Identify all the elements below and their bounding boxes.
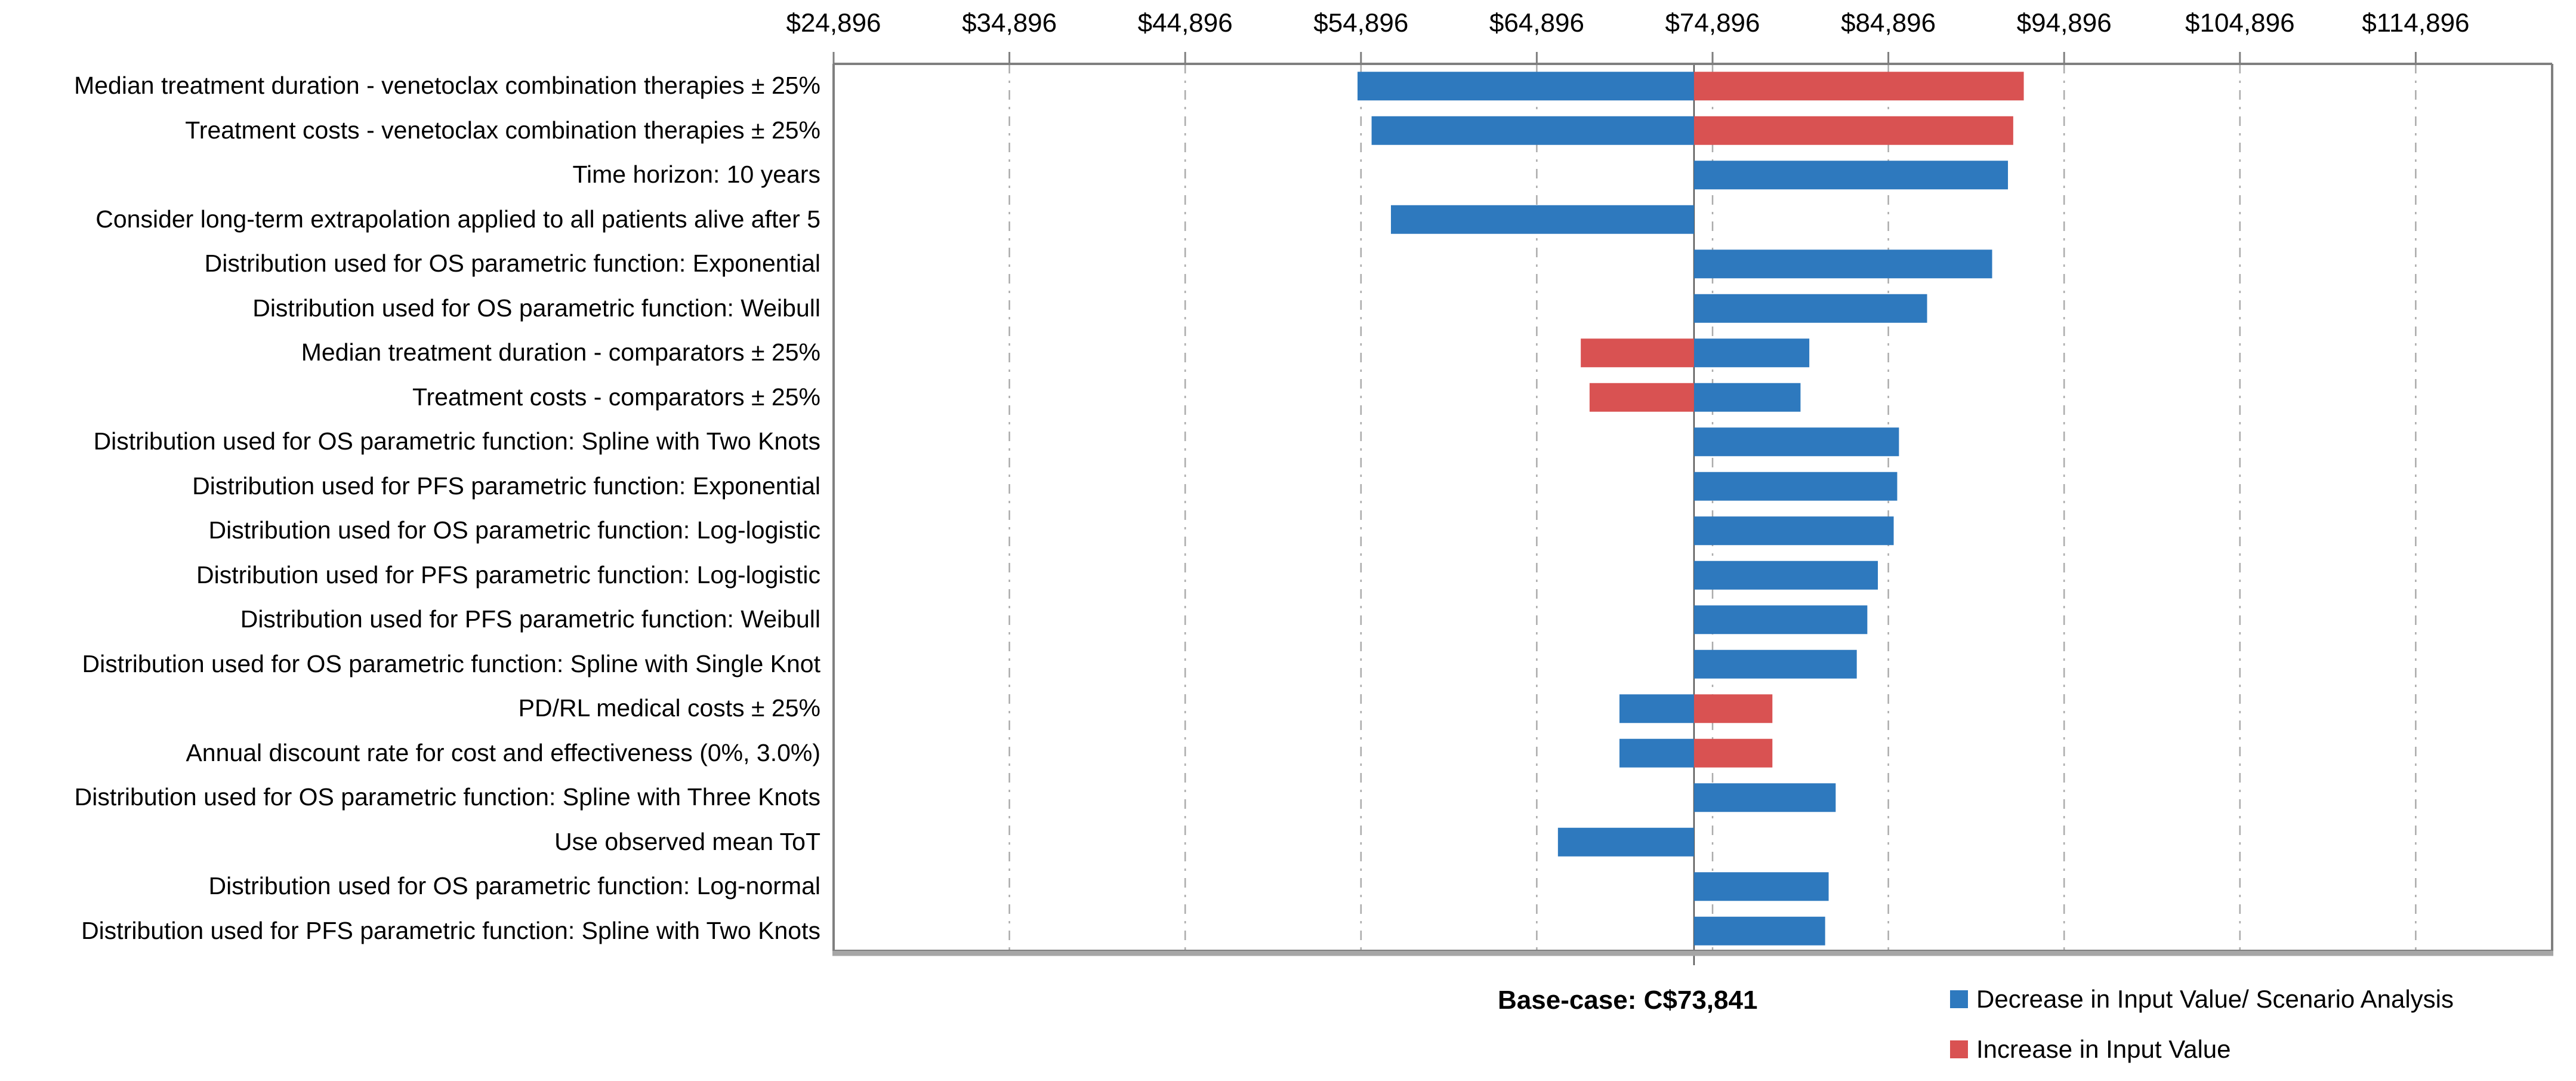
category-label: Distribution used for PFS parametric fun…: [196, 560, 820, 589]
x-tick-label: $34,896: [962, 8, 1057, 38]
bar-decrease-row-3: [1693, 161, 2009, 190]
legend-label-decrease: Decrease in Input Value/ Scenario Analys…: [1976, 985, 2454, 1013]
x-tick-label: $74,896: [1665, 8, 1760, 38]
category-label: Distribution used for PFS parametric fun…: [240, 605, 820, 633]
bar-decrease-row-5: [1693, 250, 1992, 279]
bar-decrease-row-11: [1693, 516, 1894, 546]
category-label: Distribution used for OS parametric func…: [204, 250, 820, 278]
bar-decrease-row-12: [1693, 560, 1878, 590]
bar-increase-row-1: [1693, 72, 2024, 101]
base-case-label: Base-case: C$73,841: [1498, 985, 1758, 1015]
bar-decrease-row-1: [1358, 72, 1694, 101]
bar-decrease-row-6: [1693, 294, 1927, 323]
x-tick-label: $104,896: [2185, 8, 2295, 38]
category-label: Annual discount rate for cost and effect…: [186, 738, 820, 766]
category-label: Distribution used for OS parametric func…: [74, 783, 820, 811]
category-label: Treatment costs - venetoclax combination…: [185, 116, 820, 144]
category-label: PD/RL medical costs ± 25%: [518, 694, 820, 722]
bar-increase-row-7: [1581, 338, 1694, 368]
legend-item-decrease: Decrease in Input Value/ Scenario Analys…: [1950, 985, 2454, 1014]
legend-label-increase: Increase in Input Value: [1976, 1035, 2231, 1063]
bar-decrease-row-2: [1371, 116, 1694, 145]
bar-decrease-row-20: [1693, 916, 1825, 946]
bar-decrease-row-4: [1390, 205, 1694, 234]
bar-decrease-row-7: [1693, 338, 1810, 368]
bar-decrease-row-18: [1557, 827, 1694, 857]
x-tick-label: $94,896: [2016, 8, 2112, 38]
bar-increase-row-15: [1693, 694, 1773, 723]
category-label: Distribution used for OS parametric func…: [93, 427, 820, 455]
legend-swatch-increase-icon: [1950, 1040, 1968, 1058]
category-label: Use observed mean ToT: [554, 827, 820, 855]
category-label: Distribution used for OS parametric func…: [252, 294, 820, 322]
category-label: Median treatment duration - comparators …: [301, 338, 820, 367]
legend-swatch-decrease-icon: [1950, 990, 1968, 1008]
category-label: Consider long-term extrapolation applied…: [95, 205, 820, 233]
bar-decrease-row-14: [1693, 649, 1857, 679]
bar-decrease-row-16: [1619, 738, 1694, 768]
category-label: Treatment costs - comparators ± 25%: [412, 383, 820, 411]
category-label: Distribution used for OS parametric func…: [82, 649, 820, 677]
x-tick-label: $64,896: [1489, 8, 1584, 38]
bar-decrease-row-17: [1693, 783, 1836, 812]
bar-decrease-row-10: [1693, 472, 1898, 501]
x-tick-label: $24,896: [786, 8, 881, 38]
bar-decrease-row-9: [1693, 427, 1899, 457]
x-tick-label: $114,896: [2362, 8, 2470, 38]
x-tick-label: $54,896: [1313, 8, 1409, 38]
bar-decrease-row-8: [1693, 383, 1801, 412]
category-label: Distribution used for PFS parametric fun…: [81, 916, 820, 944]
bar-increase-row-16: [1693, 738, 1773, 768]
x-tick-label: $84,896: [1841, 8, 1936, 38]
bar-decrease-row-13: [1693, 605, 1868, 635]
category-label: Distribution used for PFS parametric fun…: [192, 472, 820, 500]
bar-decrease-row-19: [1693, 872, 1829, 901]
bar-increase-row-2: [1693, 116, 2013, 145]
category-label: Time horizon: 10 years: [572, 161, 821, 189]
category-label: Distribution used for OS parametric func…: [208, 872, 820, 900]
bar-decrease-row-15: [1619, 694, 1694, 723]
x-tick-label: $44,896: [1137, 8, 1233, 38]
category-label: Median treatment duration - venetoclax c…: [74, 72, 820, 100]
legend-item-increase: Increase in Input Value: [1950, 1035, 2231, 1064]
bar-increase-row-8: [1589, 383, 1694, 412]
category-label: Distribution used for OS parametric func…: [208, 516, 820, 544]
